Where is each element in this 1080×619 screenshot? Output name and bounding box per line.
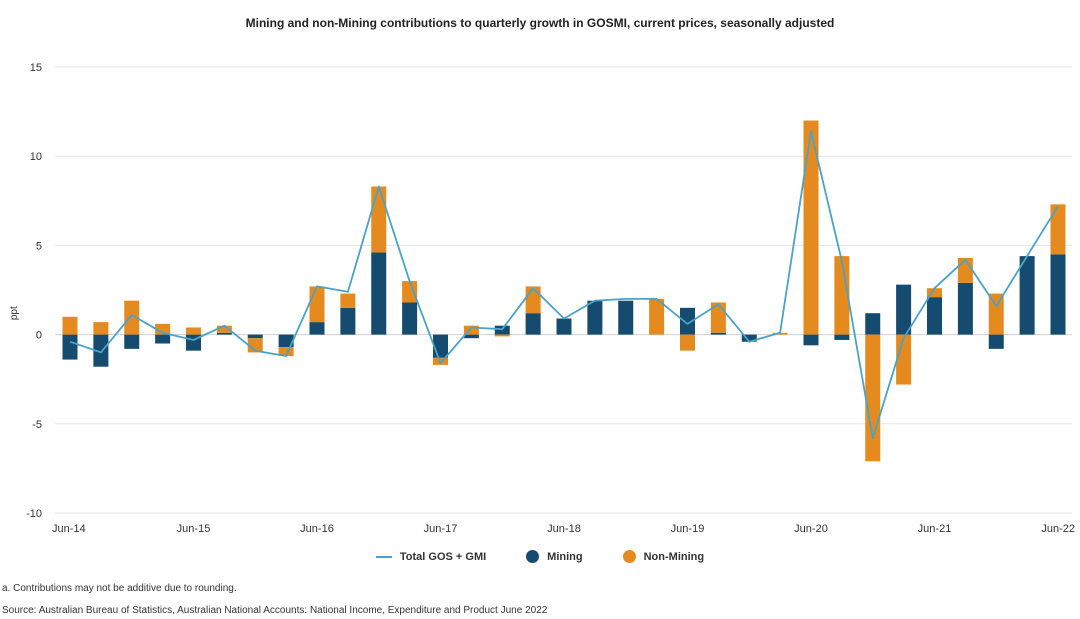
bar-non-mining: [927, 288, 942, 298]
bar-mining: [803, 334, 819, 346]
x-tick-label: Jun-16: [300, 523, 334, 535]
y-tick-label: -10: [26, 508, 42, 520]
bar-non-mining: [649, 298, 665, 335]
line-total: [69, 130, 1059, 439]
bar-non-mining: [988, 293, 1004, 335]
bar-mining: [710, 332, 726, 335]
legend-mining-swatch: [526, 550, 540, 563]
bar-non-mining: [494, 334, 510, 337]
bar-mining: [556, 318, 572, 335]
x-tick-label: Jun-14: [52, 523, 86, 535]
bar-mining: [155, 334, 171, 344]
legend-mining-label: Mining: [547, 550, 583, 563]
bar-non-mining: [865, 334, 881, 462]
bar-mining: [525, 313, 541, 335]
bar-non-mining: [62, 316, 78, 335]
legend-item-nonmining[interactable]: Non-Mining: [622, 550, 705, 563]
legend-nonmining-swatch: [622, 550, 636, 563]
bar-mining: [957, 282, 973, 335]
bar-mining: [340, 307, 356, 335]
bar-non-mining: [1050, 204, 1066, 255]
bar-non-mining: [155, 323, 171, 335]
bar-mining: [463, 334, 479, 339]
y-axis-label: ppt: [9, 306, 20, 320]
bar-mining: [494, 325, 510, 335]
bar-non-mining: [525, 286, 541, 314]
bar-non-mining: [278, 347, 294, 357]
footnote: a. Contributions may not be additive due…: [2, 583, 237, 594]
bar-mining: [587, 300, 603, 335]
bar-mining: [741, 334, 757, 342]
x-tick-label: Jun-19: [671, 523, 705, 535]
bar-mining: [433, 334, 448, 358]
bar-mining: [988, 334, 1004, 349]
bar-mining: [618, 300, 634, 335]
bar-non-mining: [463, 325, 479, 335]
x-tick-label: Jun-18: [547, 523, 581, 535]
legend-item-mining[interactable]: Mining: [526, 550, 583, 563]
x-tick-label: Jun-21: [918, 523, 952, 535]
source-note: Source: Australian Bureau of Statistics,…: [2, 605, 548, 616]
bar-non-mining: [803, 120, 819, 335]
bar-mining: [1019, 256, 1035, 335]
x-tick-label: Jun-17: [424, 523, 458, 535]
bar-mining: [865, 313, 881, 335]
y-tick-label: 0: [36, 330, 42, 342]
bar-mining: [896, 284, 912, 335]
bar-non-mining: [834, 256, 850, 335]
legend: Total GOS + GMI Mining Non-Mining: [0, 550, 1080, 563]
bar-non-mining: [957, 257, 973, 283]
y-tick-label: -5: [32, 419, 42, 431]
bar-non-mining: [247, 338, 263, 353]
x-tick-label: Jun-15: [177, 523, 211, 535]
x-tick-label: Jun-22: [1041, 523, 1075, 535]
bar-non-mining: [216, 325, 232, 333]
bar-non-mining: [93, 322, 109, 335]
bar-mining: [834, 334, 850, 340]
y-tick-label: 5: [36, 240, 42, 252]
bar-mining: [927, 297, 942, 335]
bar-non-mining: [340, 293, 356, 308]
legend-item-total[interactable]: Total GOS + GMI: [375, 550, 487, 563]
legend-nonmining-label: Non-Mining: [643, 550, 705, 563]
bar-non-mining: [371, 186, 387, 253]
bar-non-mining: [309, 286, 325, 323]
bar-mining: [1050, 254, 1066, 335]
bar-non-mining: [680, 334, 695, 351]
bar-mining: [93, 334, 109, 367]
y-tick-label: 15: [30, 62, 42, 74]
bar-mining: [402, 302, 418, 335]
bar-mining: [680, 307, 695, 335]
y-tick-label: 10: [30, 151, 42, 163]
bar-non-mining: [186, 327, 201, 335]
chart-title: Mining and non-Mining contributions to q…: [245, 16, 835, 30]
bar-mining: [371, 252, 387, 335]
bar-mining: [62, 334, 78, 360]
bar-non-mining: [896, 334, 912, 385]
bar-mining: [124, 334, 140, 349]
bar-mining: [278, 334, 294, 348]
bar-non-mining: [402, 281, 418, 303]
bar-mining: [309, 322, 325, 335]
legend-total-swatch: [375, 555, 392, 558]
x-tick-label: Jun-20: [794, 523, 828, 535]
legend-total-label: Total GOS + GMI: [399, 550, 487, 563]
bar-mining: [247, 334, 263, 339]
bar-mining: [216, 332, 232, 335]
bar-non-mining: [124, 300, 140, 335]
